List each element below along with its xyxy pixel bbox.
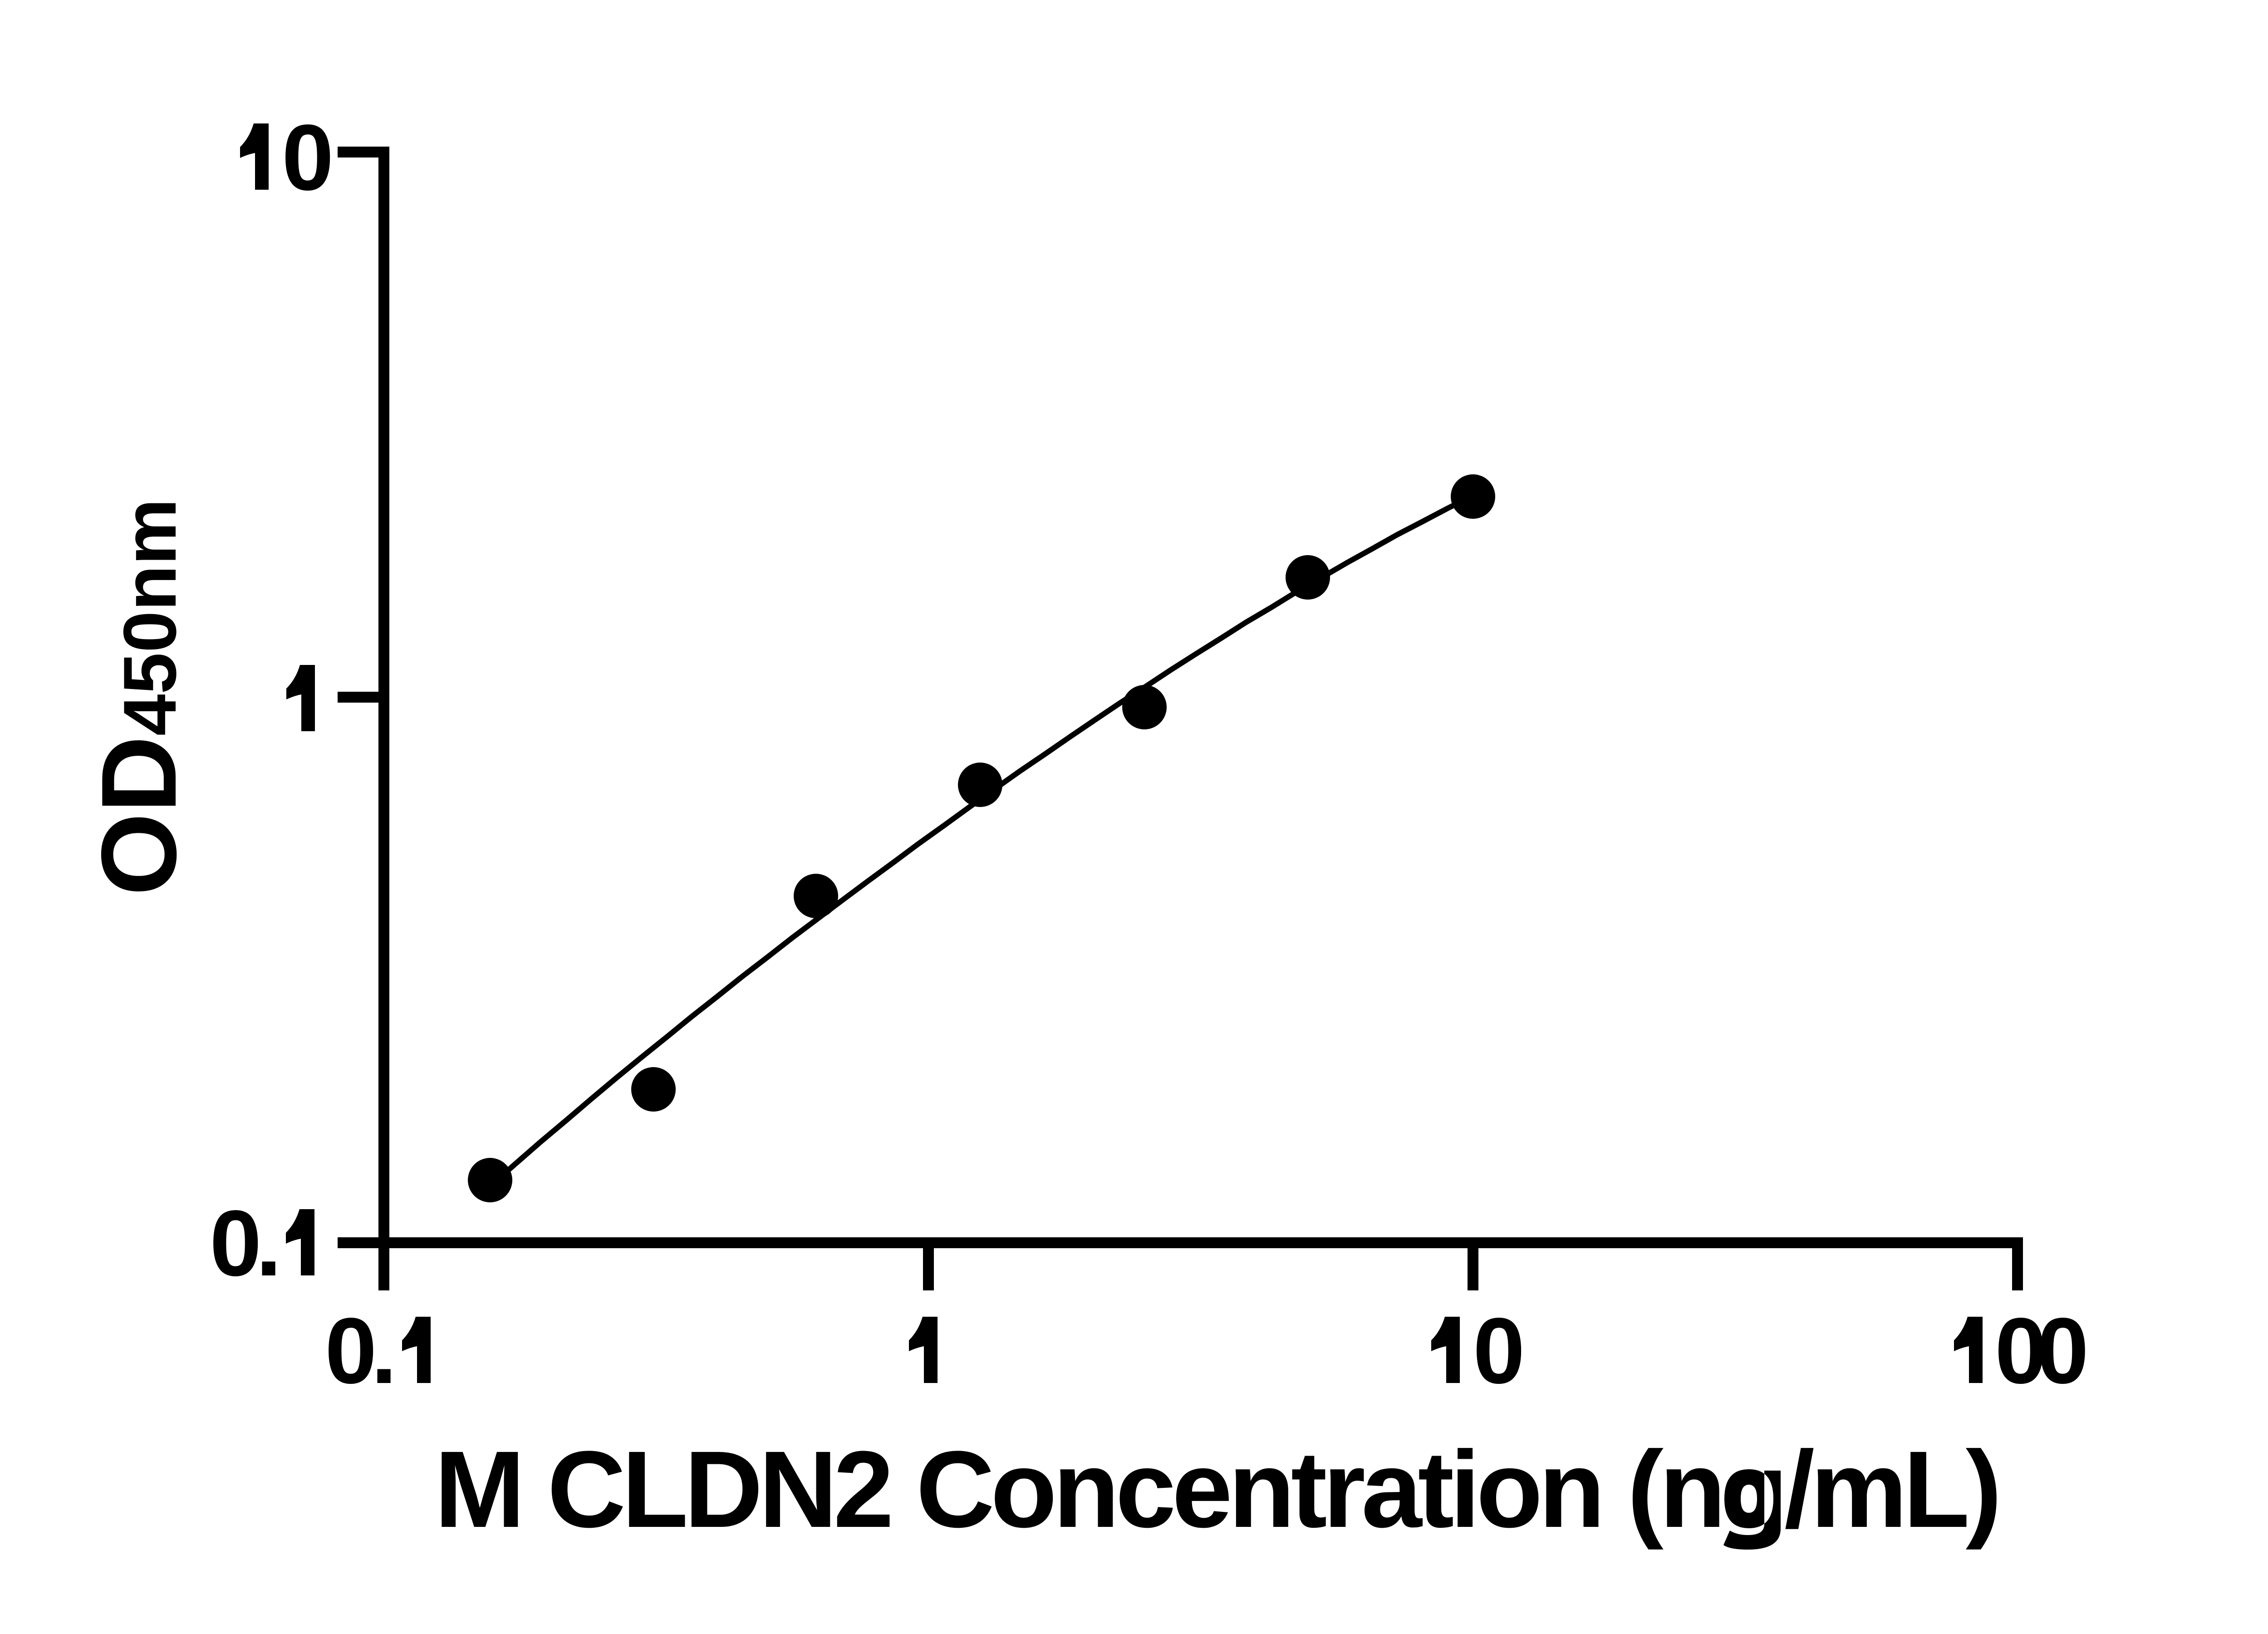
svg-text:0.: 0. — [210, 1191, 276, 1295]
svg-text:0: 0 — [1473, 1299, 1525, 1403]
svg-text:0: 0 — [282, 105, 334, 210]
svg-text:00: 00 — [1995, 1299, 2086, 1403]
svg-text:0.: 0. — [325, 1299, 391, 1403]
